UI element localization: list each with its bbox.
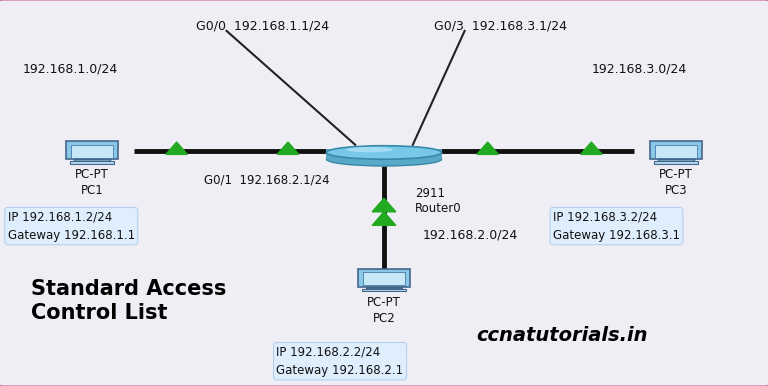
Polygon shape — [166, 142, 187, 154]
Text: Standard Access
Control List: Standard Access Control List — [31, 279, 226, 323]
Text: IP 192.168.2.2/24
Gateway 192.168.2.1: IP 192.168.2.2/24 Gateway 192.168.2.1 — [276, 345, 404, 377]
FancyBboxPatch shape — [362, 289, 406, 291]
Text: ccnatutorials.in: ccnatutorials.in — [476, 326, 647, 345]
FancyBboxPatch shape — [0, 0, 768, 386]
FancyBboxPatch shape — [366, 287, 402, 288]
Polygon shape — [372, 212, 396, 225]
FancyBboxPatch shape — [363, 272, 405, 285]
FancyBboxPatch shape — [71, 145, 113, 158]
FancyBboxPatch shape — [66, 141, 118, 159]
Text: 2911
Router0: 2911 Router0 — [415, 187, 462, 215]
FancyBboxPatch shape — [650, 141, 702, 159]
Polygon shape — [372, 198, 396, 212]
FancyBboxPatch shape — [74, 159, 110, 161]
FancyBboxPatch shape — [654, 161, 698, 164]
FancyBboxPatch shape — [326, 149, 442, 159]
Text: 192.168.1.0/24: 192.168.1.0/24 — [23, 63, 118, 76]
Ellipse shape — [346, 147, 392, 152]
Text: PC-PT
PC3: PC-PT PC3 — [659, 168, 693, 197]
Text: 192.168.2.0/24: 192.168.2.0/24 — [422, 229, 518, 242]
Text: IP 192.168.3.2/24
Gateway 192.168.3.1: IP 192.168.3.2/24 Gateway 192.168.3.1 — [553, 210, 680, 242]
FancyBboxPatch shape — [70, 161, 114, 164]
Polygon shape — [277, 142, 299, 154]
FancyBboxPatch shape — [655, 145, 697, 158]
Polygon shape — [581, 142, 602, 154]
Text: G0/3  192.168.3.1/24: G0/3 192.168.3.1/24 — [434, 19, 567, 32]
Text: IP 192.168.1.2/24
Gateway 192.168.1.1: IP 192.168.1.2/24 Gateway 192.168.1.1 — [8, 210, 135, 242]
Text: 192.168.3.0/24: 192.168.3.0/24 — [591, 63, 687, 76]
Polygon shape — [477, 142, 498, 154]
FancyBboxPatch shape — [358, 269, 410, 286]
Ellipse shape — [326, 146, 442, 159]
FancyBboxPatch shape — [658, 159, 694, 161]
Text: PC-PT
PC1: PC-PT PC1 — [75, 168, 109, 197]
Text: G0/1  192.168.2.1/24: G0/1 192.168.2.1/24 — [204, 174, 329, 187]
Text: PC-PT
PC2: PC-PT PC2 — [367, 296, 401, 325]
Ellipse shape — [326, 152, 442, 166]
Text: G0/0  192.168.1.1/24: G0/0 192.168.1.1/24 — [196, 19, 329, 32]
